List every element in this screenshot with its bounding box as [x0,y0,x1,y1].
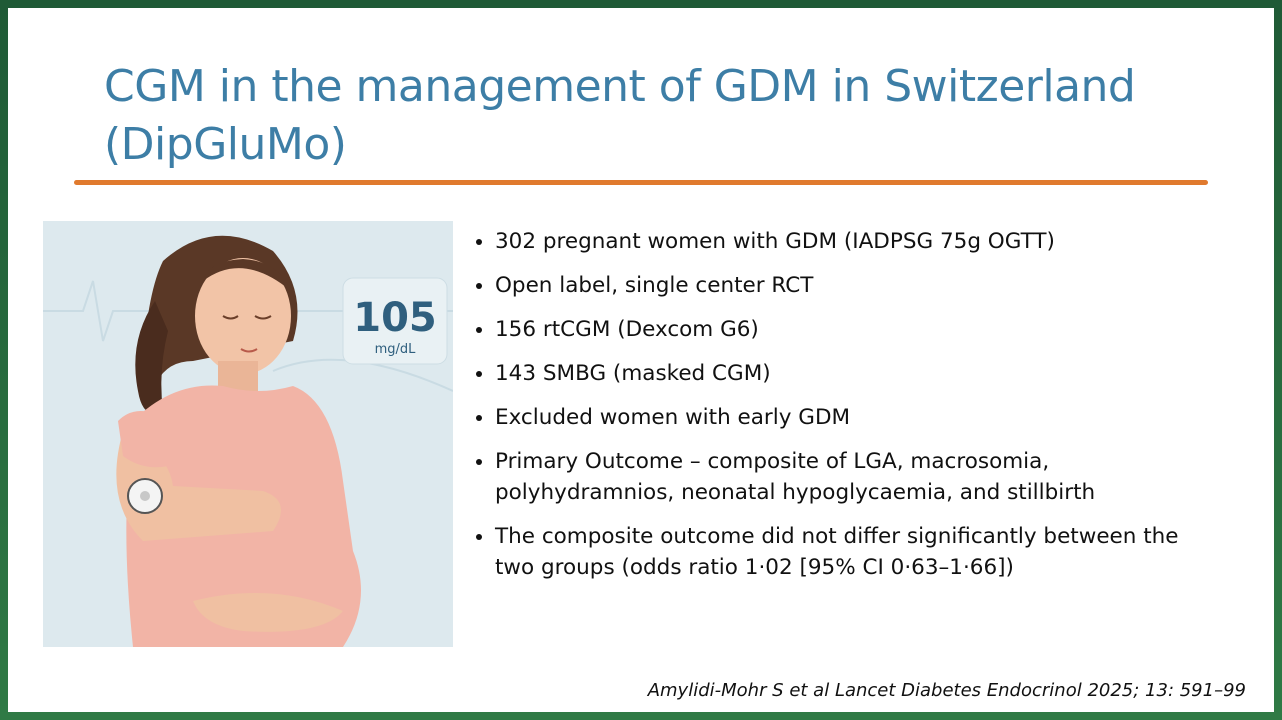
citation: Amylidi-Mohr S et al Lancet Diabetes End… [647,680,1246,701]
bullet: Open label, single center RCT [495,270,1185,301]
title-rule [74,180,1208,185]
bullet-list: 302 pregnant women with GDM (IADPSG 75g … [470,226,1185,596]
glucose-unit: mg/dL [375,342,417,357]
bullet: 143 SMBG (masked CGM) [495,358,1185,389]
illustration: 105 mg/dL [43,221,453,647]
slide: CGM in the management of GDM in Switzerl… [8,8,1274,712]
bullet: The composite outcome did not differ sig… [495,521,1185,583]
glucose-reading: 105 [353,295,437,341]
bullet: 156 rtCGM (Dexcom G6) [495,314,1185,345]
bullet: Excluded women with early GDM [495,402,1185,433]
bullet: Primary Outcome – composite of LGA, macr… [495,446,1185,508]
bullet: 302 pregnant women with GDM (IADPSG 75g … [495,226,1185,257]
slide-title: CGM in the management of GDM in Switzerl… [104,61,1136,170]
